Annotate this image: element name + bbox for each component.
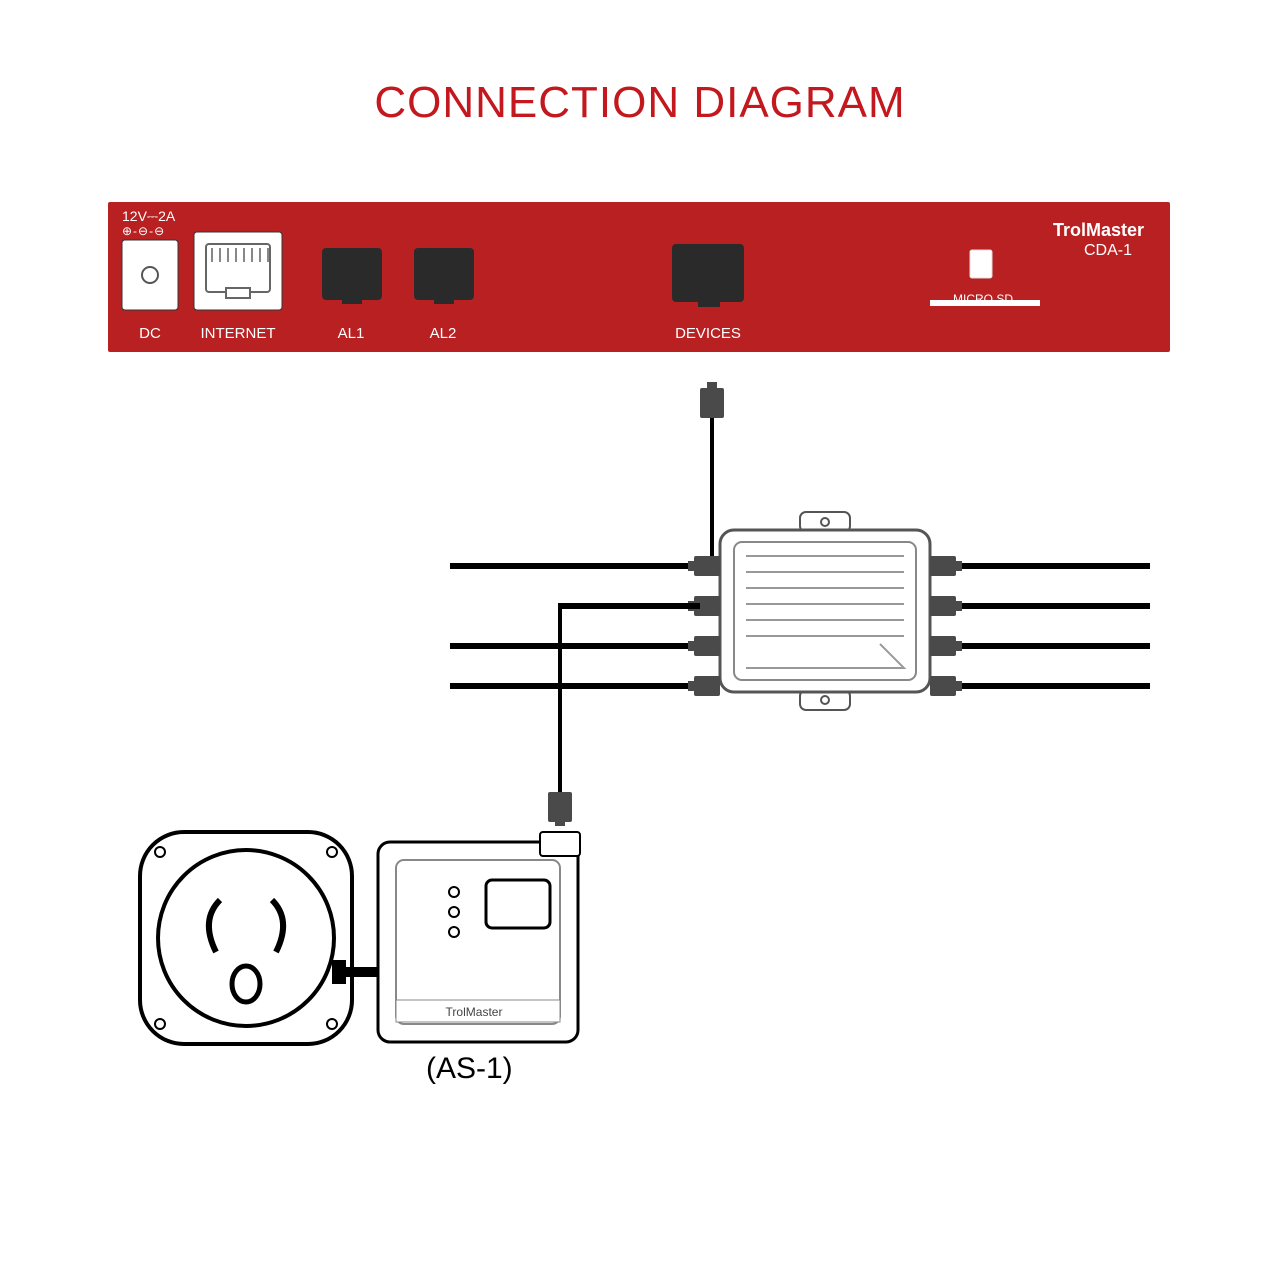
microsd-slot — [930, 250, 1040, 306]
port-internet — [194, 232, 282, 310]
port-al2 — [414, 248, 474, 304]
port-al1 — [322, 248, 382, 304]
hub-right-cables — [950, 566, 1150, 686]
mask — [448, 600, 558, 612]
as1-device: TrolMaster — [378, 832, 580, 1042]
hub-device — [712, 512, 930, 710]
port-devices — [672, 244, 744, 307]
rj-plug-as1-icon — [548, 792, 572, 826]
hub-left-plugs — [688, 556, 720, 696]
port-dc — [122, 240, 178, 310]
rj-plug-top-icon — [700, 382, 724, 418]
as1-brand-text: TrolMaster — [446, 1005, 503, 1019]
hub-right-plugs — [930, 556, 962, 696]
wall-outlet — [140, 832, 352, 1044]
as1-label: (AS-1) — [426, 1052, 513, 1086]
diagram-svg: TrolMaster — [0, 0, 1280, 1280]
hub-left-cables — [450, 566, 700, 686]
